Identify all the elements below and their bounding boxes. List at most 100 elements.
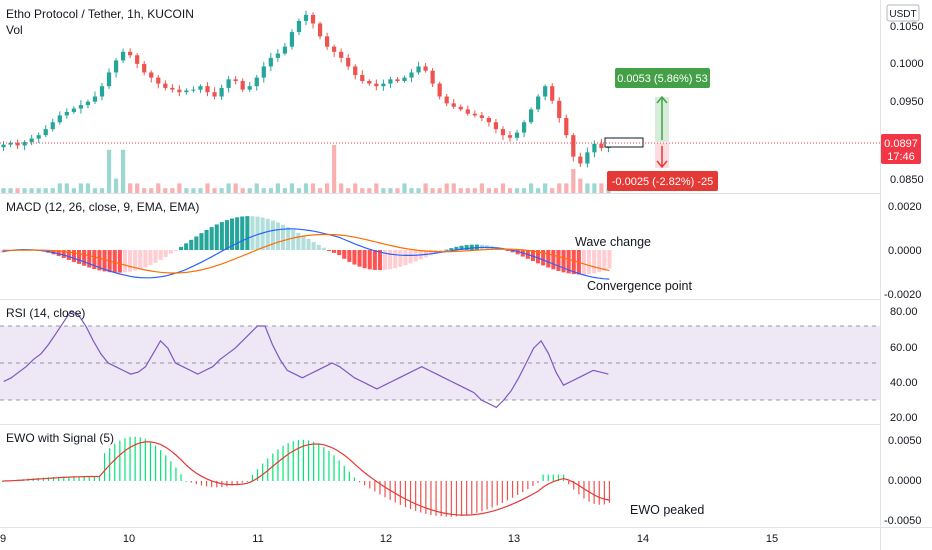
macd-histogram-bar (428, 250, 433, 256)
ewo-bar (83, 476, 85, 481)
candle-body (219, 87, 224, 97)
candle-body (430, 70, 435, 84)
volume-bar (550, 188, 555, 193)
candle-body (163, 83, 168, 88)
candle-body (170, 87, 175, 90)
macd-histogram-bar (566, 250, 571, 274)
volume-bar (571, 169, 576, 193)
ewo-bar (522, 481, 524, 493)
volume-bar (120, 149, 126, 193)
ewo-bar (98, 476, 101, 481)
ewo-bar (149, 441, 152, 481)
macd-histogram-bar (607, 250, 612, 269)
volume-bar (289, 183, 295, 193)
candle-body (71, 108, 76, 112)
ewo-bar (384, 481, 386, 498)
candle-body (303, 14, 309, 21)
volume-label: Vol (6, 23, 23, 37)
volume-bar (402, 183, 407, 193)
candle-body (99, 86, 105, 97)
rsi-tick: 20.00 (890, 412, 918, 424)
ewo-bar (578, 481, 580, 495)
ewo-bar (205, 481, 208, 487)
ewo-bar (343, 465, 345, 481)
candle-body (381, 83, 386, 87)
candle-body (43, 129, 48, 136)
rsi-tick: 40.00 (890, 377, 918, 389)
rsi-tick: 80.00 (890, 306, 918, 318)
macd-histogram-bar (321, 247, 326, 250)
chart-title: Etho Protocol / Tether, 1h, KUCOIN (6, 7, 194, 21)
macd-histogram-bar (571, 250, 576, 275)
macd-histogram-bar (235, 217, 240, 250)
macd-histogram-bar (184, 243, 189, 250)
candle-body (184, 90, 189, 93)
volume-bar (170, 188, 175, 193)
ewo-bar (399, 481, 401, 505)
volume-bar (324, 183, 330, 193)
last-price-value: 0.0897 (884, 138, 918, 150)
ewo-bar (68, 476, 70, 481)
macd-histogram-bar (459, 245, 464, 250)
ewo-bar (129, 436, 131, 481)
macd-histogram-bar (357, 250, 362, 267)
candle-body (353, 66, 358, 76)
ewo-bar (430, 481, 432, 515)
ewo-bar (583, 481, 585, 499)
volume-bar (191, 188, 196, 193)
volume-bar (29, 188, 34, 193)
macd-histogram-bar (372, 250, 377, 270)
macd-histogram-bar (556, 250, 561, 271)
macd-histogram-bar (352, 250, 357, 265)
macd-tick: 0.0020 (888, 201, 922, 213)
candle-body (472, 113, 477, 116)
ewo-bar (160, 450, 162, 481)
candle-body (198, 86, 203, 90)
ewo-bar (501, 481, 503, 503)
ewo-bar (78, 476, 80, 481)
volume-bar (78, 183, 84, 193)
candle-body (514, 132, 520, 138)
macd-histogram-bar (423, 250, 428, 258)
volume-bar (128, 183, 133, 193)
ewo-bar (190, 481, 192, 483)
position-tool[interactable]: 0.0053 (5.86%) 53 -0.0025 (-2.82%) -25 (604, 68, 718, 191)
ewo-title: EWO with Signal (5) (6, 431, 114, 445)
volume-bar (43, 188, 48, 193)
volume-bar (177, 183, 182, 193)
volume-bar (500, 183, 506, 193)
candle-body (113, 60, 119, 73)
ewo-bar (119, 440, 121, 481)
macd-histogram-bar (71, 250, 76, 262)
ewo-bar (369, 481, 371, 489)
ewo-bar (511, 481, 514, 498)
volume-bar (99, 188, 105, 193)
ewo-bar (211, 481, 213, 488)
rsi-title: RSI (14, close) (6, 306, 85, 320)
ewo-bar (63, 476, 65, 481)
ewo-bar (170, 461, 172, 481)
macd-histogram-bar (56, 250, 61, 257)
ewo-bar (374, 481, 376, 492)
ewo-bar (471, 481, 473, 515)
price-tick: 0.0850 (890, 174, 924, 186)
candle-body (78, 105, 84, 109)
candle-body (550, 86, 555, 101)
volume-bar (219, 188, 224, 193)
volume-bar (599, 183, 604, 193)
currency-badge[interactable] (886, 4, 920, 22)
volume-bar (395, 188, 400, 193)
rsi-series (0, 310, 880, 409)
macd-histogram-bar (270, 220, 275, 250)
volume-bar (332, 145, 337, 193)
macd-title: MACD (12, 26, close, 9, EMA, EMA) (6, 200, 199, 214)
ewo-bar (241, 481, 243, 483)
macd-histogram-bar (581, 250, 586, 275)
macd-histogram-bar (92, 250, 97, 270)
ewo-bar (267, 458, 269, 481)
volume-bar (247, 188, 252, 193)
candle-body (15, 142, 20, 146)
macd-histogram-bar (117, 250, 122, 273)
candle-body (64, 111, 69, 116)
volume-bar (409, 188, 414, 193)
